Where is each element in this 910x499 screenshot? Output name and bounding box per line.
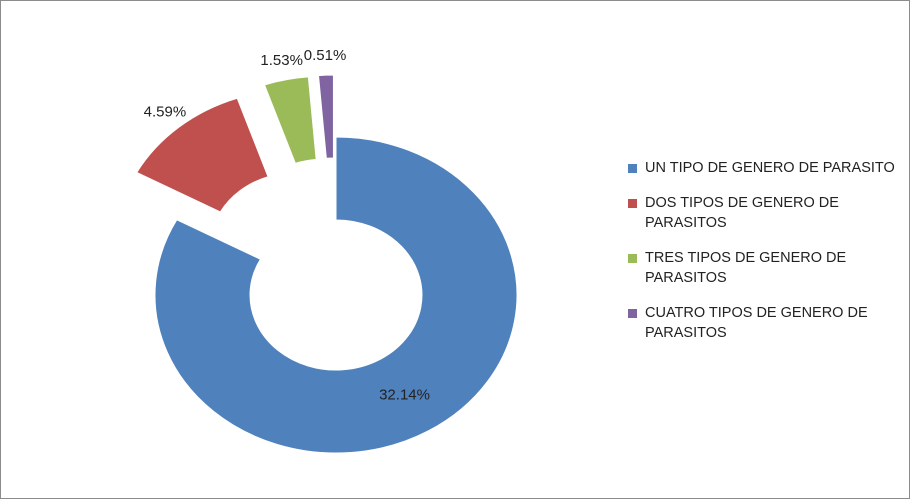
- legend-item: UN TIPO DE GENERO DE PARASITO: [628, 158, 910, 178]
- value-label: 0.51%: [304, 47, 347, 64]
- legend: UN TIPO DE GENERO DE PARASITO DOS TIPOS D…: [628, 158, 910, 358]
- slice: [136, 97, 269, 213]
- legend-item: CUATRO TIPOS DE GENERO DE PARASITOS: [628, 303, 910, 343]
- value-label: 32.14%: [379, 386, 430, 403]
- legend-label: CUATRO TIPOS DE GENERO DE PARASITOS: [645, 305, 868, 341]
- legend-item: TRES TIPOS DE GENERO DE PARASITOS: [628, 248, 910, 288]
- slice: [154, 136, 518, 454]
- slice: [317, 74, 334, 159]
- legend-item: DOS TIPOS DE GENERO DE PARASITOS: [628, 193, 910, 233]
- legend-label: TRES TIPOS DE GENERO DE PARASITOS: [645, 250, 847, 286]
- legend-swatch: [628, 164, 637, 173]
- value-label: 1.53%: [260, 52, 303, 69]
- slice: [263, 76, 317, 164]
- legend-swatch: [628, 309, 637, 318]
- legend-label: DOS TIPOS DE GENERO DE PARASITOS: [645, 195, 839, 231]
- legend-label: UN TIPO DE GENERO DE PARASITO: [645, 160, 895, 176]
- legend-swatch: [628, 254, 637, 263]
- legend-swatch: [628, 199, 637, 208]
- value-label: 4.59%: [144, 104, 187, 121]
